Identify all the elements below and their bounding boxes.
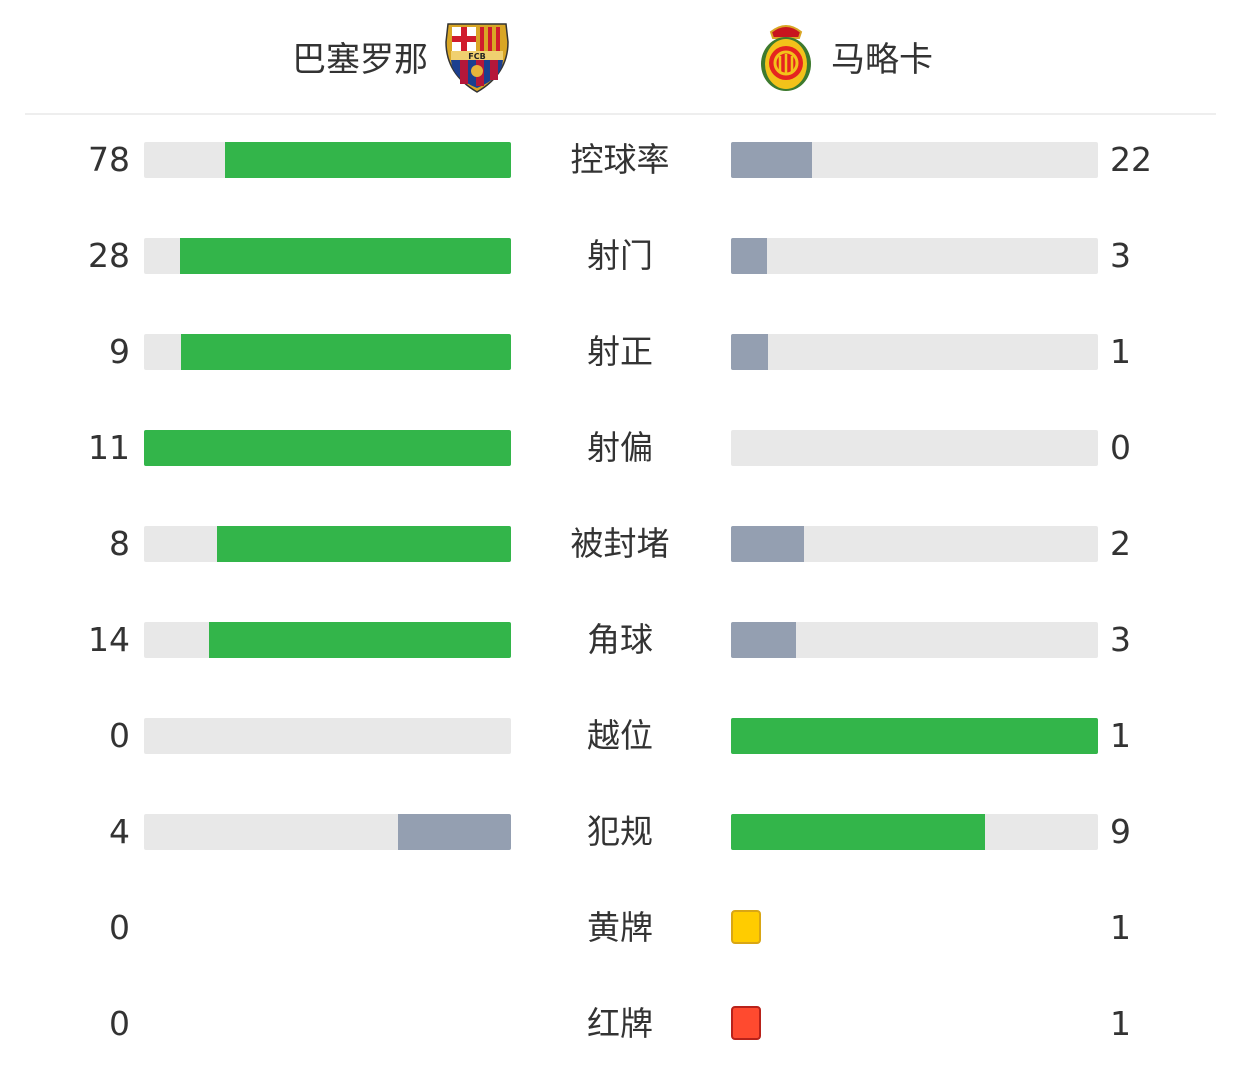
home-bar-fill [144,430,511,466]
stat-label: 犯规 [587,812,653,851]
stat-label: 射正 [587,332,653,371]
home-value: 78 [88,140,130,179]
away-bar-fill [731,718,1098,754]
away-bar-track [731,814,1098,850]
away-bar-fill [731,238,767,274]
away-value: 2 [1110,524,1131,563]
away-team: 马略卡 [755,20,933,92]
home-bar-fill [179,238,511,274]
home-value: 11 [88,428,130,467]
away-value: 1 [1110,716,1131,755]
home-value: 9 [109,332,130,371]
away-value: 1 [1110,908,1131,947]
away-value: 1 [1110,1004,1131,1043]
stat-label: 红牌 [587,1004,653,1043]
away-bar-fill [731,814,986,850]
stat-label: 射偏 [587,428,653,467]
away-value: 3 [1110,620,1131,659]
home-bar-track [144,334,511,370]
stat-row: 0 红牌 1 [0,1004,1240,1044]
away-bar-track [731,238,1098,274]
home-bar-fill [398,814,511,850]
stat-row: 28 射门 3 [0,236,1240,276]
away-value: 22 [1110,140,1152,179]
away-bar-track [731,526,1098,562]
yellow-card-icon [731,910,761,944]
stat-label: 黄牌 [587,908,653,947]
away-bar-fill [731,334,768,370]
home-bar-fill [224,142,511,178]
home-team: 巴塞罗那 FCB [292,20,512,93]
away-bar-track [731,142,1098,178]
home-bar-track [144,142,511,178]
stat-row: 9 射正 1 [0,332,1240,372]
stat-row: 11 射偏 0 [0,428,1240,468]
stat-row: 8 被封堵 2 [0,524,1240,564]
away-bar-track [731,718,1098,754]
away-value: 1 [1110,332,1131,371]
away-value: 9 [1110,812,1131,851]
fc-barcelona-crest-icon: FCB [445,23,509,93]
home-bar-track [144,814,511,850]
home-value: 0 [109,716,130,755]
away-bar-fill [731,526,805,562]
home-value: 4 [109,812,130,851]
home-value: 28 [88,236,130,275]
stat-label: 角球 [587,620,653,659]
home-bar-track [144,718,511,754]
away-team-name: 马略卡 [831,39,933,80]
away-bar-fill [731,622,796,658]
home-bar-fill [180,334,511,370]
away-value: 0 [1110,428,1131,467]
home-value: 14 [88,620,130,659]
home-bar-fill [217,526,511,562]
home-team-name: 巴塞罗那 [292,39,428,80]
stat-label: 控球率 [570,140,670,179]
home-bar-track [144,526,511,562]
stat-row: 78 控球率 22 [0,140,1240,180]
home-value: 0 [109,1004,130,1043]
home-bar-fill [208,622,511,658]
svg-text:FCB: FCB [468,52,485,61]
away-bar-track [731,334,1098,370]
stat-label: 越位 [587,716,653,755]
home-value: 8 [109,524,130,563]
home-value: 0 [109,908,130,947]
stat-row: 14 角球 3 [0,620,1240,660]
away-bar-track [731,622,1098,658]
home-bar-track [144,430,511,466]
home-bar-track [144,622,511,658]
stat-label: 射门 [587,236,653,275]
stat-row: 0 黄牌 1 [0,908,1240,948]
away-bar-fill [731,142,812,178]
away-value: 3 [1110,236,1131,275]
home-bar-track [144,238,511,274]
stat-label: 被封堵 [570,524,670,563]
header-divider [25,113,1216,115]
rcd-mallorca-crest-icon [761,25,811,91]
stat-row: 4 犯规 9 [0,812,1240,852]
away-bar-track [731,430,1098,466]
stat-row: 0 越位 1 [0,716,1240,756]
red-card-icon [731,1006,761,1040]
